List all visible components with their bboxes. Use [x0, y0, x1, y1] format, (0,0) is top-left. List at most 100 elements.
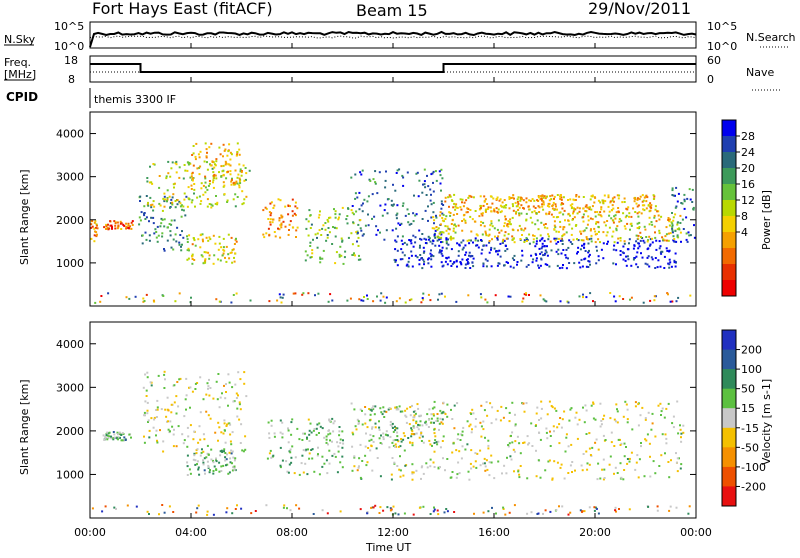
heat-cell — [512, 266, 515, 269]
heat-cell — [264, 206, 267, 209]
heat-cell — [519, 465, 522, 467]
heat-cell — [469, 423, 472, 426]
heat-cell — [223, 422, 226, 425]
heat-cell — [441, 219, 444, 222]
heat-cell — [667, 461, 670, 463]
heat-cell — [468, 194, 471, 197]
heat-cell — [199, 454, 202, 457]
heat-cell — [338, 426, 341, 428]
heat-cell — [485, 401, 488, 404]
heat-cell — [308, 457, 311, 460]
heat-cell — [429, 458, 432, 461]
heat-cell — [636, 251, 639, 254]
heat-cell — [494, 294, 497, 297]
heat-cell — [307, 448, 309, 451]
heat-cell — [475, 466, 478, 469]
heat-cell — [108, 435, 111, 438]
heat-cell — [640, 445, 642, 448]
heat-cell — [190, 184, 193, 187]
heat-cell — [580, 232, 583, 235]
heat-cell — [448, 194, 451, 197]
heat-cell — [201, 255, 204, 258]
heat-cell — [119, 220, 122, 223]
heat-cell — [482, 265, 485, 268]
heat-cell — [102, 434, 105, 437]
heat-cell — [395, 240, 398, 243]
heat-cell — [552, 216, 555, 218]
heat-cell — [676, 228, 679, 231]
heat-cell — [579, 230, 582, 233]
heat-cell — [227, 472, 230, 475]
heat-cell — [576, 437, 579, 440]
heat-cell — [105, 228, 107, 230]
heat-cell — [643, 196, 646, 199]
heat-cell — [235, 392, 238, 395]
heat-cell — [191, 253, 194, 256]
heat-cell — [446, 458, 449, 460]
heat-cell — [215, 460, 218, 463]
heat-cell — [582, 207, 585, 210]
heat-cell — [389, 423, 392, 426]
heat-cell — [191, 243, 194, 246]
heat-cell — [641, 200, 644, 203]
heat-cell — [577, 239, 580, 242]
heat-cell — [574, 416, 577, 419]
heat-cell — [630, 224, 633, 227]
heat-cell — [423, 183, 426, 186]
heat-cell — [114, 224, 117, 227]
heat-cell — [649, 299, 652, 302]
heat-cell — [409, 441, 412, 444]
heat-cell — [182, 236, 185, 239]
heat-cell — [227, 404, 229, 407]
heat-cell — [576, 206, 579, 209]
heat-cell — [181, 230, 183, 233]
nsky-label: N.Sky — [4, 33, 36, 46]
heat-cell — [198, 166, 201, 169]
heat-cell — [587, 242, 590, 245]
heat-cell — [538, 247, 541, 250]
heat-cell — [183, 164, 186, 166]
heat-cell — [411, 444, 414, 447]
heat-cell — [407, 260, 410, 263]
heat-cell — [649, 202, 652, 205]
colorbar-tick-label: 28 — [741, 130, 755, 143]
heat-cell — [237, 173, 240, 176]
heat-cell — [208, 378, 210, 381]
heat-cell — [452, 206, 455, 209]
heat-cell — [490, 454, 493, 457]
heat-cell — [321, 257, 324, 260]
heat-cell — [600, 419, 603, 422]
heat-cell — [486, 203, 489, 205]
heat-cell — [657, 214, 660, 217]
heat-cell — [444, 218, 447, 220]
heat-cell — [539, 239, 542, 242]
heat-cell — [496, 210, 499, 213]
heat-cell — [90, 223, 93, 226]
heat-cell — [318, 422, 321, 425]
heat-cell — [607, 194, 610, 197]
heat-cell — [433, 227, 436, 230]
heat-cell — [638, 227, 640, 230]
heat-cell — [585, 265, 588, 268]
heat-cell — [236, 182, 239, 185]
heat-cell — [474, 460, 477, 463]
heat-cell — [430, 173, 433, 176]
heat-cell — [196, 507, 199, 510]
heat-cell — [433, 442, 436, 444]
heat-cell — [379, 442, 382, 444]
noise-tick-top-right: 10^5 — [707, 20, 737, 33]
heat-cell — [547, 233, 550, 236]
heat-cell — [576, 212, 579, 215]
heat-cell — [683, 193, 686, 196]
heat-cell — [512, 237, 515, 240]
heat-cell — [596, 211, 599, 213]
colorbar-swatch — [722, 427, 736, 448]
heat-cell — [445, 247, 448, 250]
heat-cell — [224, 459, 227, 462]
heat-cell — [175, 412, 178, 415]
heat-cell — [234, 238, 237, 241]
heat-cell — [534, 223, 537, 226]
heat-cell — [674, 213, 677, 216]
heat-cell — [217, 248, 220, 251]
heat-cell — [463, 218, 465, 221]
